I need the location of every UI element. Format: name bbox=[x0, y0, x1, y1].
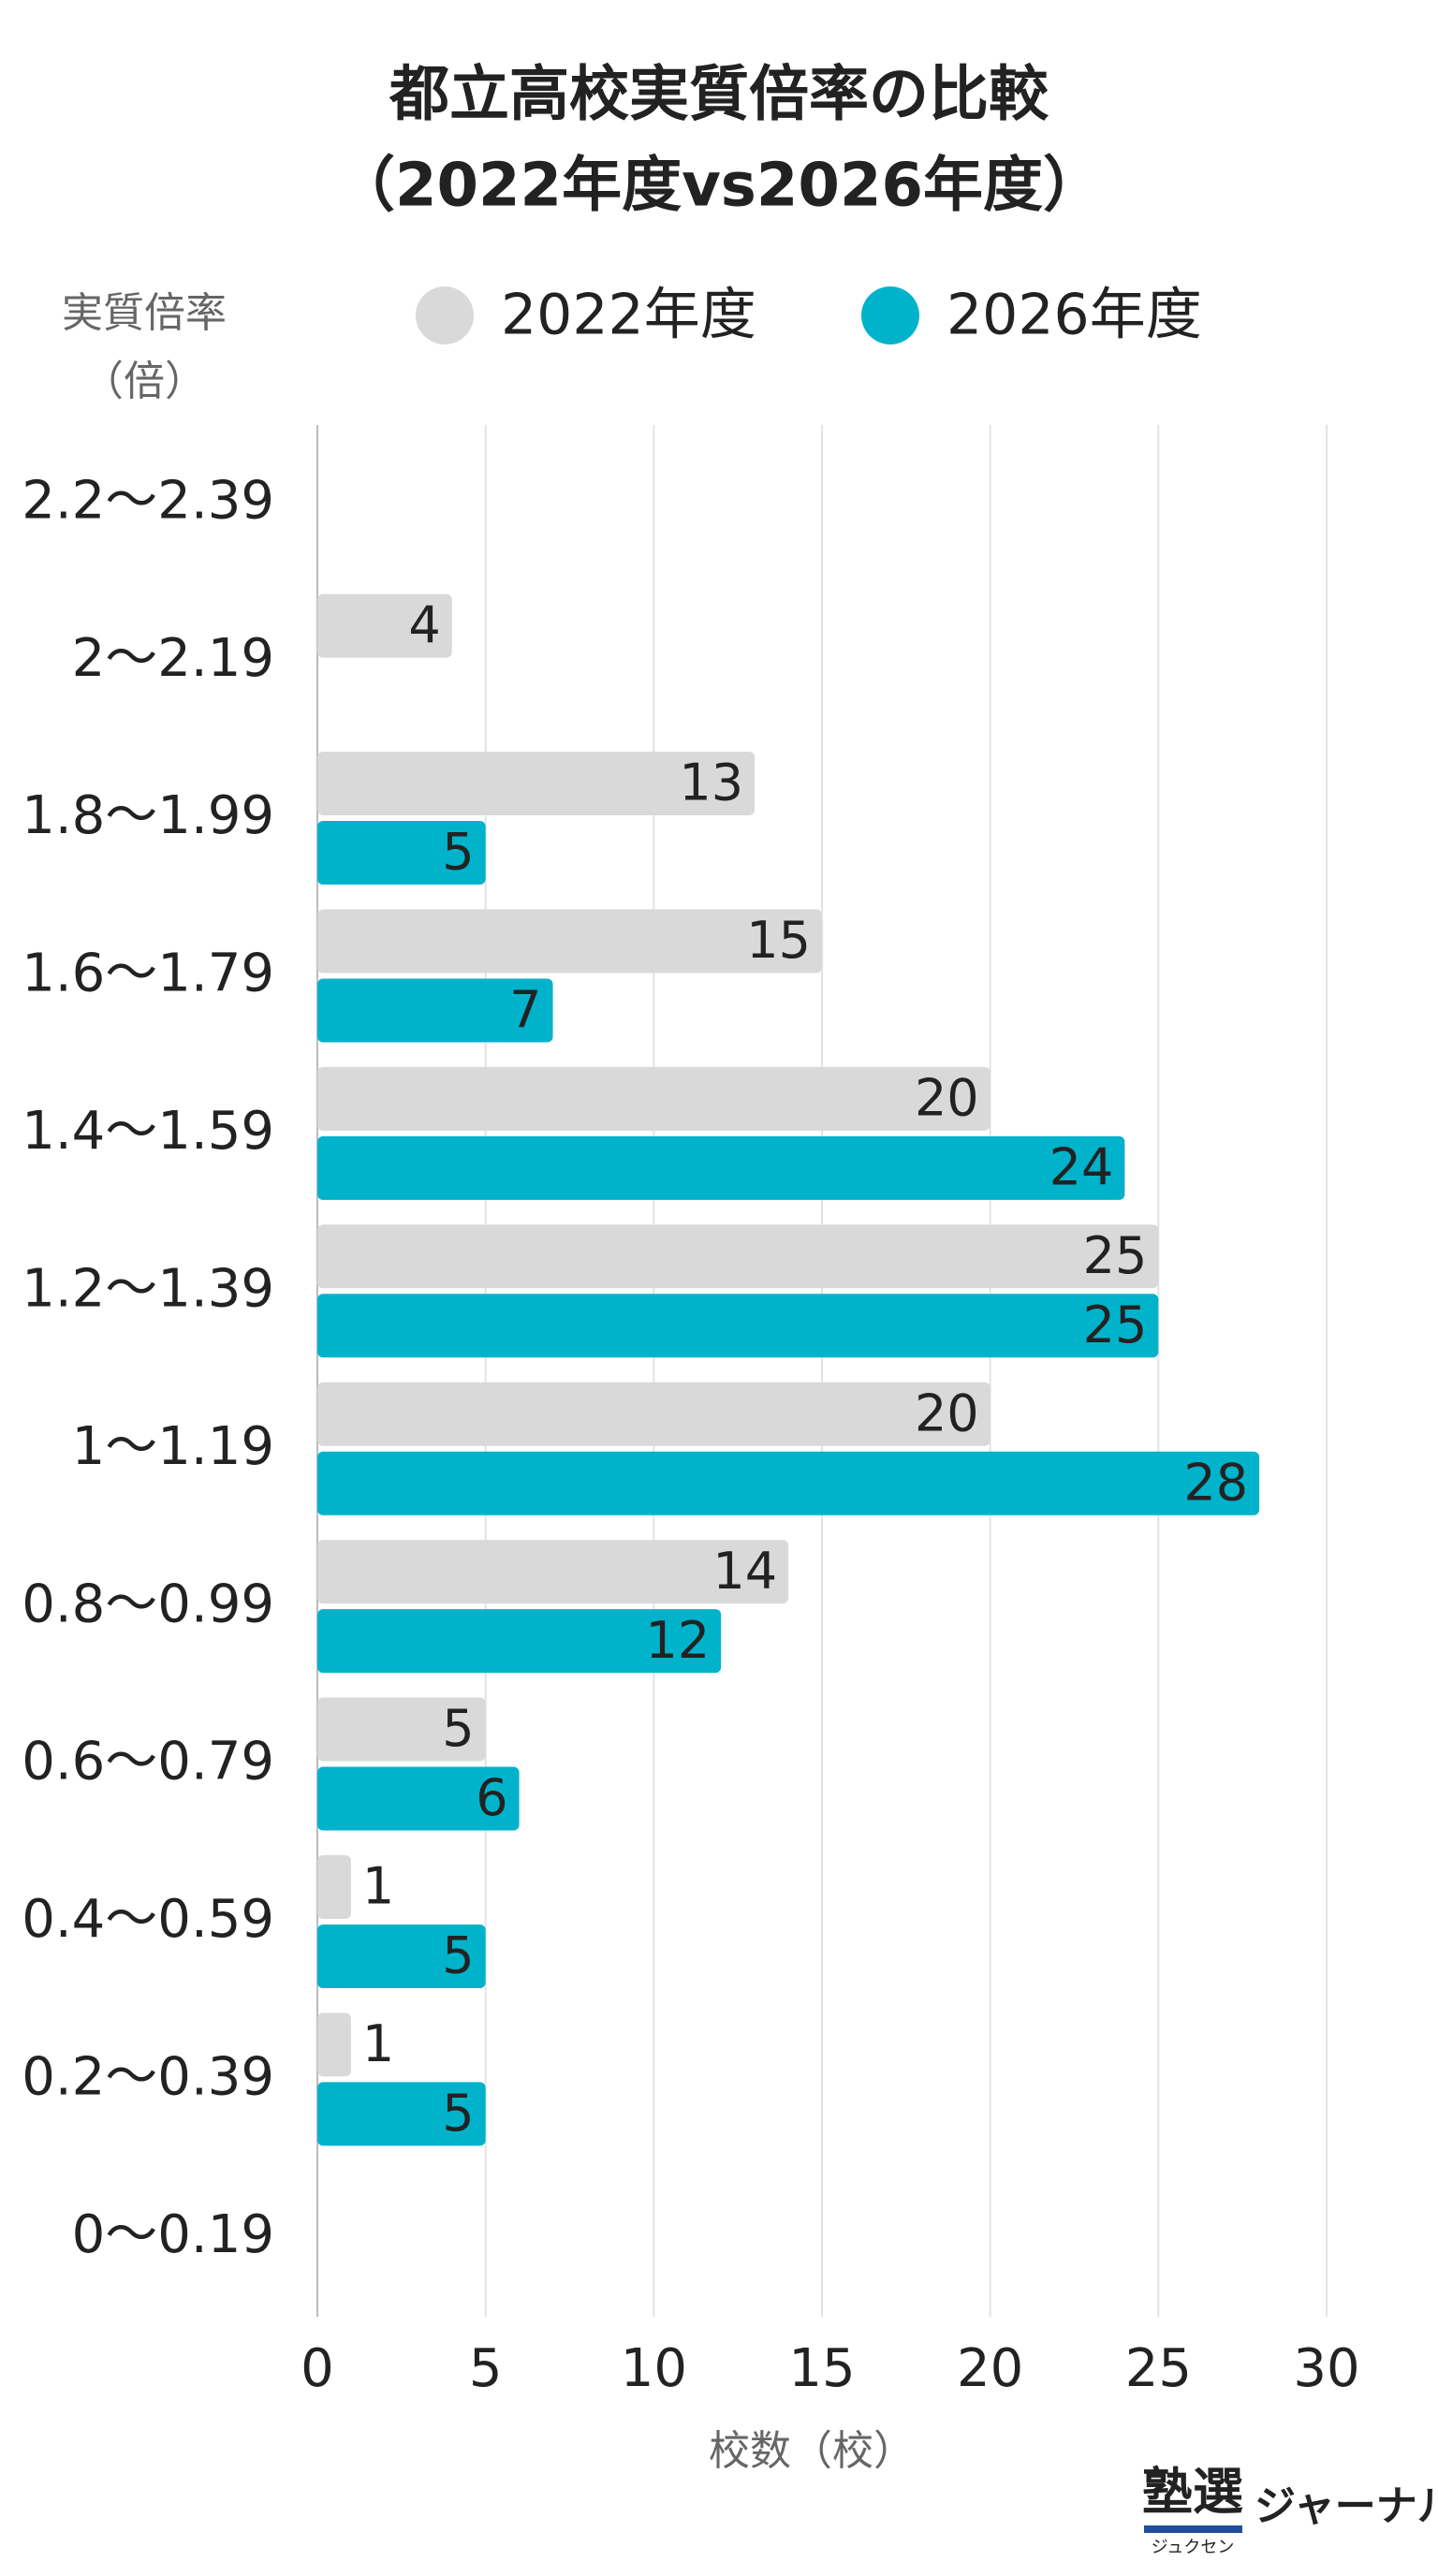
legend-marker bbox=[861, 286, 919, 344]
chart-title: 都立高校実質倍率の比較 bbox=[389, 61, 1049, 130]
x-tick-label: 10 bbox=[621, 2338, 687, 2399]
bar bbox=[317, 909, 822, 973]
y-axis-title: （倍） bbox=[82, 358, 206, 405]
y-tick-label: 0.4〜0.59 bbox=[22, 1889, 274, 1950]
y-tick-label: 1.4〜1.59 bbox=[22, 1101, 274, 1162]
logo-reading: ジュクセン bbox=[1152, 2538, 1235, 2557]
data-label: 6 bbox=[476, 1768, 507, 1827]
bar bbox=[317, 1854, 351, 1919]
data-label: 13 bbox=[679, 754, 743, 812]
y-tick-label: 1〜1.19 bbox=[72, 1416, 274, 1477]
data-label: 20 bbox=[915, 1069, 979, 1128]
x-tick-label: 15 bbox=[788, 2338, 855, 2399]
legend-label: 2026年度 bbox=[946, 283, 1202, 348]
bar bbox=[317, 1540, 789, 1604]
y-tick-label: 0〜0.19 bbox=[72, 2204, 274, 2265]
x-tick-label: 0 bbox=[301, 2338, 334, 2399]
chart-subtitle: （2022年度vs2026年度） bbox=[335, 152, 1103, 221]
bar bbox=[317, 1697, 486, 1762]
bar bbox=[317, 1294, 1159, 1358]
data-label: 5 bbox=[442, 1699, 474, 1758]
bar bbox=[317, 1924, 486, 1988]
x-tick-label: 30 bbox=[1293, 2338, 1359, 2399]
y-tick-label: 1.6〜1.79 bbox=[22, 944, 274, 1004]
data-label: 28 bbox=[1183, 1453, 1248, 1512]
y-tick-label: 0.8〜0.99 bbox=[22, 1573, 274, 1634]
bar bbox=[317, 2012, 351, 2077]
x-tick-label: 20 bbox=[957, 2338, 1023, 2399]
data-label: 15 bbox=[746, 911, 811, 970]
bar bbox=[317, 978, 553, 1043]
y-tick-label: 1.8〜1.99 bbox=[22, 785, 274, 846]
logo-underline bbox=[1144, 2525, 1242, 2533]
x-tick-label: 5 bbox=[469, 2338, 503, 2399]
data-label: 20 bbox=[915, 1383, 979, 1442]
y-axis-title: 実質倍率 bbox=[62, 289, 227, 337]
legend-label: 2022年度 bbox=[501, 283, 756, 348]
bar bbox=[317, 752, 756, 816]
bar bbox=[317, 593, 452, 658]
logo-tagline: ジャーナル bbox=[1255, 2482, 1438, 2530]
bar bbox=[317, 821, 486, 886]
bar bbox=[317, 1066, 990, 1131]
y-tick-label: 2〜2.19 bbox=[72, 628, 274, 689]
data-label: 4 bbox=[408, 595, 440, 654]
bar bbox=[317, 1766, 520, 1831]
y-tick-label: 1.2〜1.39 bbox=[22, 1258, 274, 1319]
y-tick-label: 0.2〜0.39 bbox=[22, 2047, 274, 2108]
data-label: 25 bbox=[1083, 1226, 1148, 1285]
data-label: 1 bbox=[362, 1857, 394, 1916]
bar bbox=[317, 1609, 722, 1674]
data-label: 25 bbox=[1083, 1295, 1148, 1354]
bar bbox=[317, 2082, 486, 2146]
bar bbox=[317, 1382, 990, 1446]
data-label: 7 bbox=[509, 980, 541, 1039]
data-label: 5 bbox=[442, 1926, 474, 1985]
legend-marker bbox=[416, 286, 474, 344]
bar bbox=[317, 1224, 1159, 1289]
bar bbox=[317, 1451, 1260, 1515]
y-tick-label: 2.2〜2.39 bbox=[22, 470, 274, 531]
y-tick-label: 0.6〜0.79 bbox=[22, 1732, 274, 1793]
logo-name: 塾選 bbox=[1142, 2463, 1243, 2522]
data-label: 5 bbox=[442, 823, 474, 882]
data-label: 12 bbox=[645, 1611, 710, 1670]
x-tick-label: 25 bbox=[1125, 2338, 1192, 2399]
data-label: 14 bbox=[712, 1542, 777, 1601]
x-axis-title: 校数（校） bbox=[709, 2427, 915, 2475]
data-label: 5 bbox=[442, 2084, 474, 2143]
data-label: 24 bbox=[1049, 1138, 1114, 1197]
data-label: 1 bbox=[362, 2014, 394, 2073]
bar bbox=[317, 1135, 1125, 1200]
